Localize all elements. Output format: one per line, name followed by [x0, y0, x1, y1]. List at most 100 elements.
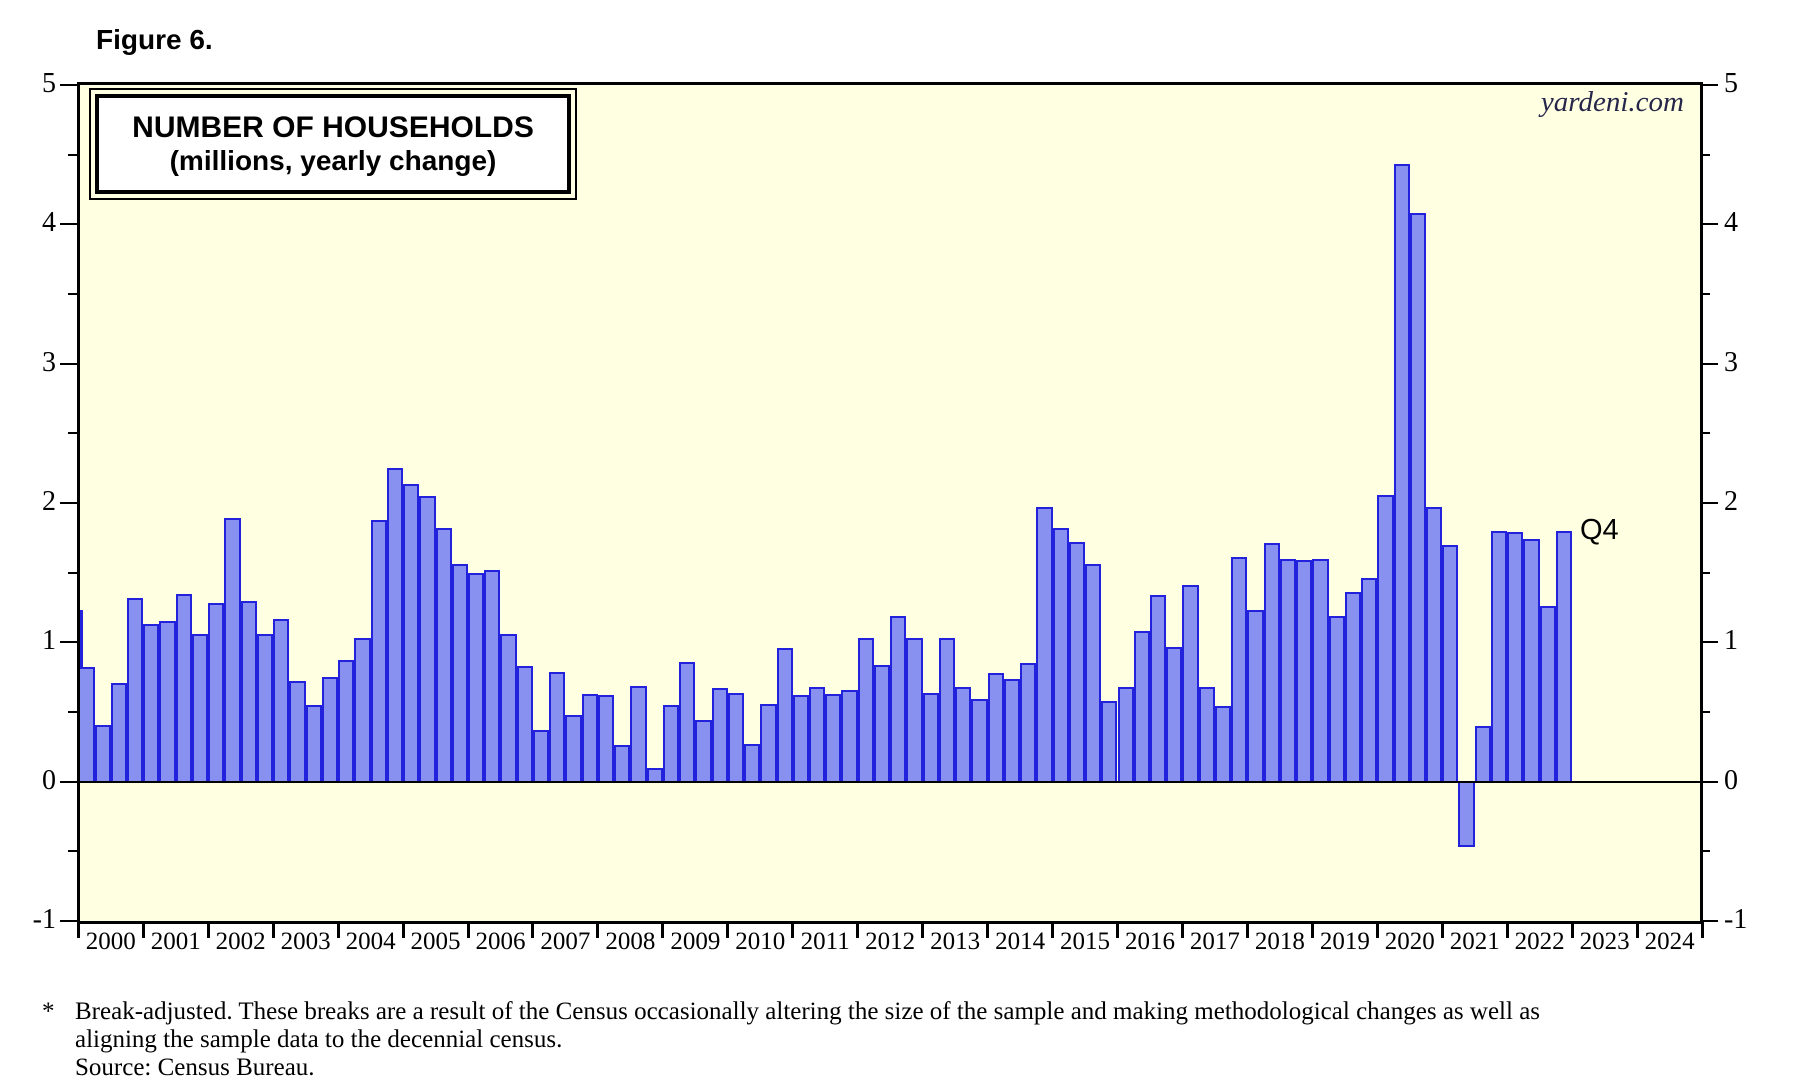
bar-2006-q4	[516, 666, 533, 782]
x-year-label-2015: 2015	[1060, 928, 1111, 955]
bar-2020-q3	[1409, 213, 1426, 782]
x-year-tick	[1570, 921, 1574, 938]
y-minor-tick-right	[1700, 432, 1710, 435]
y-minor-tick-left	[68, 432, 78, 435]
x-year-tick	[1635, 921, 1639, 938]
bar-2004-q4	[386, 468, 404, 782]
y-minor-tick-left	[68, 850, 78, 853]
bar-2001-q2	[159, 621, 176, 782]
bar-2004-q2	[354, 638, 371, 782]
bar-2000-q3	[110, 682, 127, 782]
y-minor-tick-right	[1700, 711, 1710, 714]
bar-2005-q1	[403, 483, 420, 782]
y-axis-label-right-2: 2	[1724, 486, 1738, 518]
bar-2002-q1	[208, 603, 225, 782]
bar-2022-q2	[1523, 539, 1540, 782]
bar-2003-q4	[321, 677, 339, 782]
y-major-tick-right-4	[1700, 223, 1718, 226]
x-year-tick	[1051, 921, 1055, 938]
bar-2004-q3	[370, 519, 387, 782]
bar-2008-q2	[614, 745, 631, 782]
x-year-tick	[531, 921, 535, 938]
x-year-tick	[1505, 921, 1509, 938]
y-major-tick-right-1	[1700, 641, 1718, 644]
bar-2011-q3	[825, 693, 842, 782]
y-minor-tick-right	[1700, 850, 1710, 853]
x-year-label-2004: 2004	[345, 928, 396, 955]
x-year-label-2000: 2000	[85, 928, 136, 955]
bar-2014-q2	[1003, 678, 1021, 782]
zero-line	[80, 780, 1700, 783]
bar-2017-q2	[1198, 686, 1215, 782]
bar-2000-q4	[127, 597, 144, 782]
y-major-tick-right-2	[1700, 502, 1718, 505]
x-year-tick	[401, 921, 405, 938]
y-major-tick-right-0	[1700, 780, 1718, 783]
y-major-tick-right--1	[1700, 920, 1718, 923]
y-minor-tick-left	[68, 571, 78, 574]
bar-2013-q1	[922, 692, 939, 782]
y-axis-label-left-2: 2	[42, 486, 56, 518]
bar-2003-q3	[305, 705, 322, 782]
x-year-tick	[1375, 921, 1379, 938]
x-year-label-2013: 2013	[930, 928, 981, 955]
bar-2002-q3	[240, 600, 257, 782]
bar-2007-q1	[532, 730, 550, 782]
chart-title-box: NUMBER OF HOUSEHOLDS (millions, yearly c…	[89, 88, 577, 200]
bar-2000-q1	[80, 667, 95, 782]
bar-2020-q4	[1426, 507, 1443, 782]
bar-2006-q1	[468, 572, 485, 782]
x-year-label-2024: 2024	[1644, 928, 1695, 955]
y-axis-label-left--1: -1	[32, 904, 56, 936]
y-axis-label-left-4: 4	[42, 207, 56, 239]
bar-2021-q2	[1458, 781, 1475, 848]
bar-2012-q2	[873, 664, 891, 782]
y-axis-label-right-3: 3	[1724, 346, 1738, 378]
y-axis-label-left-1: 1	[42, 625, 56, 657]
bar-2010-q3	[760, 703, 777, 782]
bar-2020-q1	[1377, 494, 1394, 782]
bar-2018-q1	[1247, 610, 1264, 782]
y-axis-label-right-0: 0	[1724, 764, 1738, 796]
footnote-asterisk: *	[42, 998, 55, 1025]
x-year-label-2011: 2011	[800, 928, 850, 955]
x-year-label-2017: 2017	[1189, 928, 1240, 955]
bar-2014-q1	[987, 673, 1004, 782]
bar-2007-q3	[565, 714, 582, 782]
x-year-tick	[271, 921, 275, 938]
bar-2008-q1	[597, 695, 615, 782]
x-year-tick	[1700, 921, 1704, 938]
x-year-tick	[986, 921, 990, 938]
bar-2007-q4	[581, 693, 598, 782]
x-year-label-2007: 2007	[540, 928, 591, 955]
bar-2010-q2	[744, 744, 761, 782]
x-year-label-2009: 2009	[670, 928, 721, 955]
x-year-label-2005: 2005	[410, 928, 461, 955]
bar-2008-q4	[646, 767, 663, 782]
bar-2013-q2	[938, 638, 956, 782]
x-year-tick	[1245, 921, 1249, 938]
y-minor-tick-left	[68, 153, 78, 156]
x-year-label-2022: 2022	[1514, 928, 1565, 955]
x-year-tick	[1440, 921, 1444, 938]
bar-2005-q3	[435, 528, 452, 782]
bar-2014-q4	[1036, 507, 1053, 782]
footnote-source: Source: Census Bureau.	[75, 1054, 315, 1081]
bar-2019-q1	[1312, 558, 1329, 782]
x-year-label-2021: 2021	[1449, 928, 1500, 955]
y-major-tick-left--1	[60, 920, 78, 923]
bar-2017-q4	[1231, 557, 1248, 782]
y-axis-label-left-3: 3	[42, 346, 56, 378]
x-year-label-2016: 2016	[1124, 928, 1175, 955]
bar-2015-q2	[1068, 542, 1086, 782]
x-year-tick	[1180, 921, 1184, 938]
bar-2016-q1	[1117, 686, 1134, 782]
y-axis-label-left-5: 5	[42, 68, 56, 100]
footnote-text: Break-adjusted. These breaks are a resul…	[75, 998, 1715, 1082]
x-year-tick	[661, 921, 665, 938]
x-year-tick	[336, 921, 340, 938]
bar-2009-q1	[662, 705, 680, 782]
bar-2000-q2	[94, 724, 111, 782]
bar-2004-q1	[338, 660, 355, 782]
x-year-tick	[1116, 921, 1119, 938]
